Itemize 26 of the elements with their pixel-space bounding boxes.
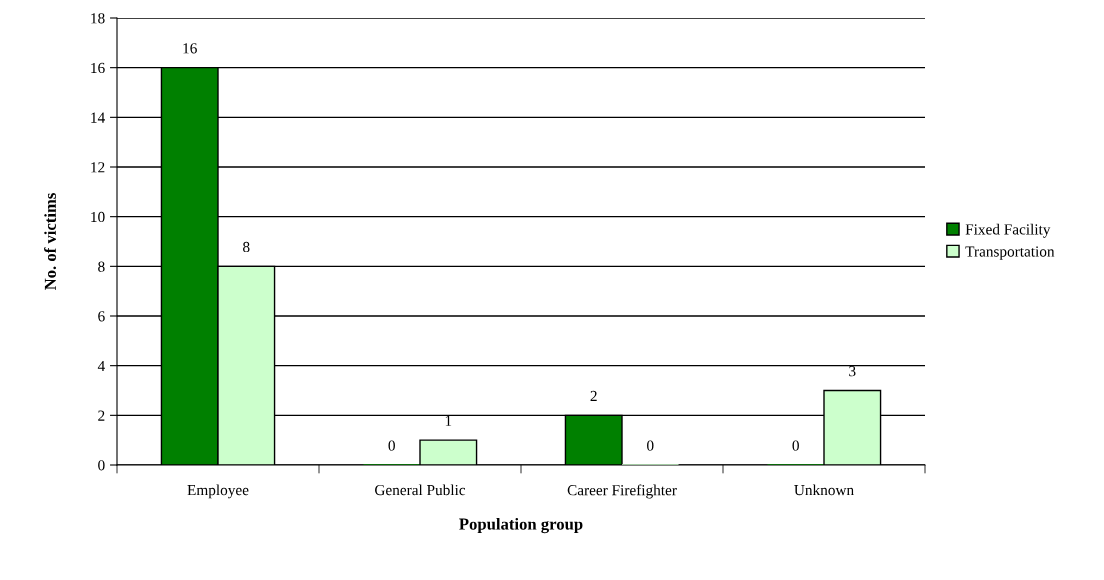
data-label: 1 bbox=[445, 415, 452, 426]
x-tick-label: Career Firefighter bbox=[567, 484, 677, 499]
y-tick-label: 16 bbox=[91, 62, 105, 74]
x-axis-title: Population group bbox=[459, 517, 583, 534]
y-tick-label: 18 bbox=[91, 13, 105, 24]
y-axis-title: No. of victims bbox=[44, 193, 57, 291]
y-tick-label: 4 bbox=[97, 360, 105, 371]
y-tick-label: 12 bbox=[91, 162, 105, 173]
data-label: 0 bbox=[792, 440, 799, 451]
data-label: 16 bbox=[183, 43, 197, 54]
x-tick-label: Unknown bbox=[794, 484, 854, 496]
data-label: 8 bbox=[243, 241, 250, 253]
x-tick-label: Employee bbox=[187, 484, 249, 499]
y-tick-label: 8 bbox=[98, 261, 105, 272]
y-tick-label: 2 bbox=[98, 410, 105, 421]
data-label: 2 bbox=[590, 390, 597, 401]
data-label: 0 bbox=[647, 440, 654, 451]
y-tick-label: 0 bbox=[98, 460, 105, 471]
data-label: 3 bbox=[849, 366, 856, 377]
y-tick-label: 14 bbox=[91, 112, 105, 123]
y-tick-label: 10 bbox=[91, 211, 105, 223]
legend-label: Fixed Facility bbox=[965, 223, 1051, 238]
data-label: 0 bbox=[388, 440, 395, 451]
x-tick-label: General Public bbox=[375, 484, 466, 496]
y-tick-label: 6 bbox=[98, 311, 105, 322]
legend-label: Transportation bbox=[965, 246, 1055, 260]
